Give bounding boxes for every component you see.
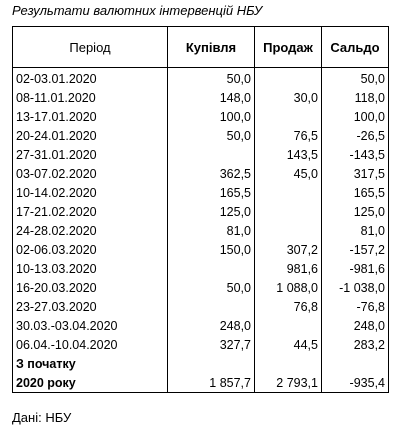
header-row: Період Купівля Продаж Сальдо: [12, 26, 389, 68]
table-row: 27-31.01.2020 143,5 -143,5: [12, 145, 389, 164]
cell-period: 02-06.03.2020: [12, 240, 168, 259]
cell-sell: [254, 221, 322, 240]
total-label-empty-cell: [167, 354, 255, 373]
interventions-table: Період Купівля Продаж Сальдо 02-03.01.20…: [12, 26, 389, 393]
column-header-period: Період: [12, 26, 168, 68]
cell-sell: [254, 202, 322, 221]
cell-sell: 1 088,0: [254, 278, 322, 297]
cell-sell: 30,0: [254, 88, 322, 107]
cell-balance: 125,0: [321, 202, 389, 221]
cell-buy: 125,0: [167, 202, 255, 221]
cell-sell: [254, 183, 322, 202]
cell-balance: 118,0: [321, 88, 389, 107]
table-row: 30.03.-03.04.2020 248,0 248,0: [12, 316, 389, 335]
table-row: 02-03.01.2020 50,0 50,0: [12, 67, 389, 88]
cell-buy: 148,0: [167, 88, 255, 107]
total-label-line1: З початку: [12, 354, 168, 373]
total-row: 2020 року 1 857,7 2 793,1 -935,4: [12, 373, 389, 393]
cell-buy: 50,0: [167, 278, 255, 297]
cell-sell: [254, 107, 322, 126]
column-header-sell: Продаж: [254, 26, 322, 68]
cell-balance: -26,5: [321, 126, 389, 145]
total-sell: 2 793,1: [254, 373, 322, 393]
total-balance: -935,4: [321, 373, 389, 393]
cell-period: 16-20.03.2020: [12, 278, 168, 297]
table-row: 06.04.-10.04.2020 327,7 44,5 283,2: [12, 335, 389, 354]
cell-balance: 283,2: [321, 335, 389, 354]
table-row: 23-27.03.2020 76,8 -76,8: [12, 297, 389, 316]
table-row: 13-17.01.2020 100,0 100,0: [12, 107, 389, 126]
cell-balance: -76,8: [321, 297, 389, 316]
cell-period: 10-13.03.2020: [12, 259, 168, 278]
cell-buy: 150,0: [167, 240, 255, 259]
cell-period: 24-28.02.2020: [12, 221, 168, 240]
cell-balance: 248,0: [321, 316, 389, 335]
table-header: Період Купівля Продаж Сальдо: [12, 26, 389, 68]
cell-sell: 143,5: [254, 145, 322, 164]
table-body: 02-03.01.2020 50,0 50,0 08-11.01.2020 148,0 3…: [12, 67, 389, 393]
table-row: 24-28.02.2020 81,0 81,0: [12, 221, 389, 240]
cell-sell: [254, 67, 322, 88]
cell-period: 17-21.02.2020: [12, 202, 168, 221]
cell-period: 23-27.03.2020: [12, 297, 168, 316]
cell-period: 03-07.02.2020: [12, 164, 168, 183]
total-label-empty-cell: [254, 354, 322, 373]
column-header-buy: Купівля: [167, 26, 255, 68]
cell-buy: 248,0: [167, 316, 255, 335]
table-row: 10-14.02.2020 165,5 165,5: [12, 183, 389, 202]
cell-sell: 45,0: [254, 164, 322, 183]
table-row: 17-21.02.2020 125,0 125,0: [12, 202, 389, 221]
cell-buy: 165,5: [167, 183, 255, 202]
cell-buy: 50,0: [167, 67, 255, 88]
cell-balance: -143,5: [321, 145, 389, 164]
cell-sell: 981,6: [254, 259, 322, 278]
total-label-line2: 2020 року: [12, 373, 168, 393]
column-header-balance: Сальдо: [321, 26, 389, 68]
total-label-row: З початку: [12, 354, 389, 373]
cell-period: 02-03.01.2020: [12, 67, 168, 88]
total-buy: 1 857,7: [167, 373, 255, 393]
cell-period: 06.04.-10.04.2020: [12, 335, 168, 354]
source-note: Дані: НБУ: [12, 410, 72, 425]
table-row: 02-06.03.2020 150,0 307,2 -157,2: [12, 240, 389, 259]
cell-period: 08-11.01.2020: [12, 88, 168, 107]
cell-balance: -1 038,0: [321, 278, 389, 297]
cell-sell: 76,5: [254, 126, 322, 145]
cell-buy: 100,0: [167, 107, 255, 126]
table-row: 03-07.02.2020 362,5 45,0 317,5: [12, 164, 389, 183]
cell-balance: 165,5: [321, 183, 389, 202]
cell-buy: [167, 259, 255, 278]
cell-buy: 81,0: [167, 221, 255, 240]
table-row: 20-24.01.2020 50,0 76,5 -26,5: [12, 126, 389, 145]
cell-period: 27-31.01.2020: [12, 145, 168, 164]
cell-sell: 76,8: [254, 297, 322, 316]
cell-balance: -157,2: [321, 240, 389, 259]
cell-balance: 317,5: [321, 164, 389, 183]
cell-balance: 50,0: [321, 67, 389, 88]
table-row: 16-20.03.2020 50,0 1 088,0 -1 038,0: [12, 278, 389, 297]
cell-balance: 81,0: [321, 221, 389, 240]
cell-balance: -981,6: [321, 259, 389, 278]
cell-period: 30.03.-03.04.2020: [12, 316, 168, 335]
table-row: 08-11.01.2020 148,0 30,0 118,0: [12, 88, 389, 107]
cell-sell: 307,2: [254, 240, 322, 259]
cell-buy: 327,7: [167, 335, 255, 354]
cell-buy: [167, 297, 255, 316]
cell-buy: 50,0: [167, 126, 255, 145]
cell-buy: 362,5: [167, 164, 255, 183]
cell-period: 13-17.01.2020: [12, 107, 168, 126]
cell-sell: [254, 316, 322, 335]
cell-period: 10-14.02.2020: [12, 183, 168, 202]
cell-period: 20-24.01.2020: [12, 126, 168, 145]
table-row: 10-13.03.2020 981,6 -981,6: [12, 259, 389, 278]
cell-buy: [167, 145, 255, 164]
cell-balance: 100,0: [321, 107, 389, 126]
cell-sell: 44,5: [254, 335, 322, 354]
total-label-empty-cell: [321, 354, 389, 373]
table-title: Результати валютних інтервенцій НБУ: [12, 3, 263, 18]
